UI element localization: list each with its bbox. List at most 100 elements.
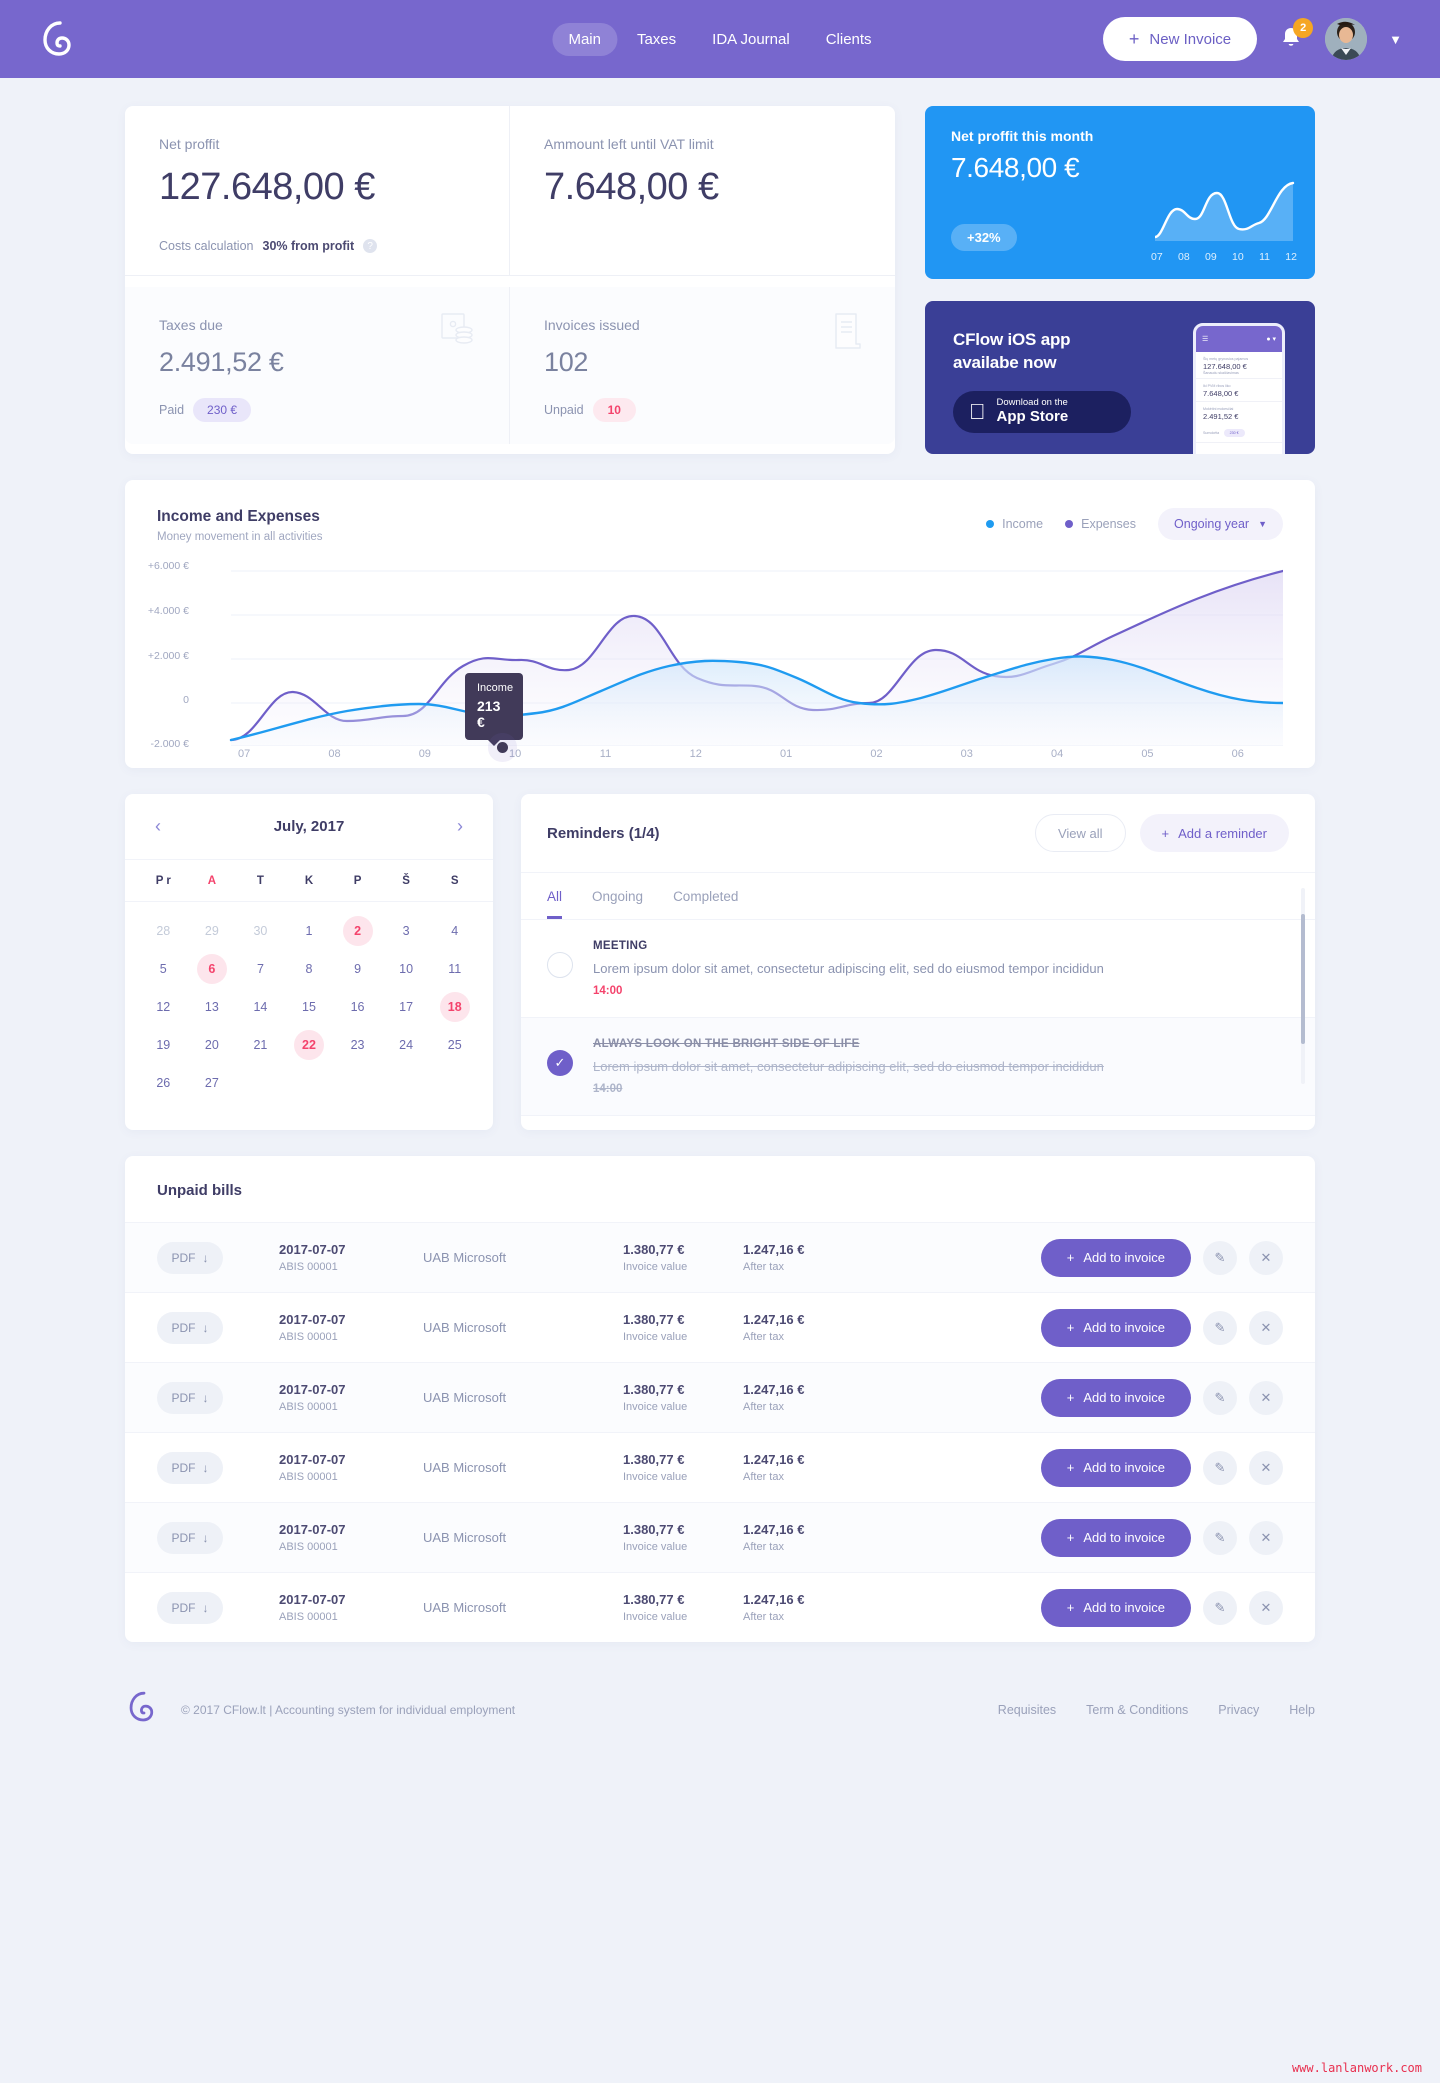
tab-all[interactable]: All — [547, 889, 563, 919]
calendar-day[interactable]: 13 — [204, 1000, 219, 1014]
pdf-download-button[interactable]: PDF ↓ — [157, 1241, 223, 1274]
calendar-prev-button[interactable]: ‹ — [155, 816, 161, 836]
add-to-invoice-button[interactable]: + Add to invoice — [1040, 1308, 1191, 1347]
calendar-day[interactable]: 10 — [399, 962, 414, 976]
chevron-down-icon[interactable]: ▼ — [1389, 31, 1402, 47]
reminder-item[interactable]: ✓ ALWAYS LOOK ON THE BRIGHT SIDE OF LIFE… — [521, 1018, 1315, 1116]
chart-active-point[interactable] — [497, 742, 508, 753]
calendar-day[interactable]: 2 — [333, 912, 382, 950]
table-row: PDF ↓ 2017-07-07 ABIS 00001 UAB Microsoft 1.3… — [125, 1502, 1315, 1572]
pdf-download-button[interactable]: PDF ↓ — [157, 1381, 223, 1414]
calendar-day[interactable]: 3 — [402, 924, 410, 938]
mini-axis-tick: 07 — [1151, 251, 1163, 263]
calendar-day[interactable]: 16 — [350, 1000, 365, 1014]
calendar-day[interactable]: 17 — [399, 1000, 414, 1014]
add-to-invoice-button[interactable]: + Add to invoice — [1040, 1378, 1191, 1417]
bill-reference: ABIS 00001 — [279, 1471, 338, 1483]
calendar-day[interactable]: 28 — [156, 924, 171, 938]
calendar-day[interactable]: 22 — [285, 1026, 334, 1064]
chart-x-axis: 07 08 09 10 11 12 01 02 03 04 05 06 — [199, 748, 1283, 760]
help-icon[interactable]: ? — [363, 239, 378, 253]
reminders-scrollbar-thumb[interactable] — [1301, 914, 1305, 1044]
close-icon[interactable]: ✕ — [1249, 1240, 1283, 1275]
calendar-day[interactable]: 21 — [253, 1038, 268, 1052]
phone-r1-sub: Šanaudu skaičiavimas — [1203, 371, 1239, 375]
pdf-download-button[interactable]: PDF ↓ — [157, 1311, 223, 1344]
close-icon[interactable]: ✕ — [1249, 1590, 1283, 1625]
calendar-day[interactable]: 12 — [156, 1000, 171, 1014]
new-invoice-button[interactable]: + New Invoice — [1102, 17, 1258, 61]
month-card-value: 7.648,00 € — [951, 152, 1080, 183]
close-icon[interactable]: ✕ — [1249, 1310, 1283, 1345]
nav-item-clients[interactable]: Clients — [810, 23, 888, 56]
calendar-day[interactable]: 18 — [430, 988, 479, 1026]
legend-item-expenses[interactable]: Expenses — [1065, 517, 1136, 531]
edit-icon[interactable]: ✎ — [1203, 1380, 1237, 1415]
calendar-day[interactable]: 1 — [305, 924, 313, 938]
nav-item-taxes[interactable]: Taxes — [621, 23, 692, 56]
close-icon[interactable]: ✕ — [1249, 1450, 1283, 1485]
app-store-button[interactable]:  Download on the App Store — [953, 390, 1131, 433]
calendar-day-marker: 6 — [196, 954, 227, 984]
nav-item-main[interactable]: Main — [552, 22, 617, 56]
footer-link-help[interactable]: Help — [1289, 1702, 1315, 1717]
edit-icon[interactable]: ✎ — [1203, 1450, 1237, 1485]
calendar-day[interactable]: 30 — [253, 924, 268, 938]
bill-reference: ABIS 00001 — [279, 1541, 338, 1553]
pdf-download-button[interactable]: PDF ↓ — [157, 1521, 223, 1554]
calendar-day[interactable]: 11 — [448, 962, 462, 976]
pdf-download-button[interactable]: PDF ↓ — [157, 1451, 223, 1484]
add-to-invoice-button[interactable]: + Add to invoice — [1040, 1518, 1191, 1557]
bill-actions: + Add to invoice ✎ ✕ — [1040, 1518, 1283, 1557]
calendar-day[interactable]: 5 — [159, 962, 167, 976]
close-icon[interactable]: ✕ — [1249, 1380, 1283, 1415]
add-to-invoice-button[interactable]: + Add to invoice — [1040, 1588, 1191, 1627]
edit-icon[interactable]: ✎ — [1203, 1240, 1237, 1275]
tab-completed[interactable]: Completed — [673, 889, 739, 904]
edit-icon[interactable]: ✎ — [1203, 1520, 1237, 1555]
calendar-day[interactable]: 7 — [256, 962, 264, 976]
chart-subtitle: Money movement in all activities — [157, 531, 323, 543]
avatar[interactable] — [1325, 18, 1368, 60]
footer-link-terms[interactable]: Term & Conditions — [1086, 1702, 1189, 1717]
calendar-day[interactable]: 14 — [253, 1000, 268, 1014]
reminder-checkbox-checked[interactable]: ✓ — [547, 1050, 573, 1076]
calendar-day[interactable]: 8 — [305, 962, 313, 976]
reminder-checkbox[interactable] — [547, 952, 573, 978]
calendar-day[interactable]: 23 — [350, 1038, 365, 1052]
footer-link-requisites[interactable]: Requisites — [997, 1702, 1057, 1717]
legend-item-income[interactable]: Income — [986, 517, 1043, 531]
edit-icon[interactable]: ✎ — [1203, 1590, 1237, 1625]
bill-aftertax: 1.247,16 € — [743, 1592, 805, 1607]
calendar-day[interactable]: 6 — [188, 950, 237, 988]
x-tick: 08 — [328, 748, 341, 760]
calendar-day[interactable]: 15 — [302, 1000, 316, 1014]
pdf-download-button[interactable]: PDF ↓ — [157, 1591, 223, 1624]
calendar-day[interactable]: 25 — [447, 1038, 462, 1052]
reminder-item[interactable]: MEETING Lorem ipsum dolor sit amet, cons… — [521, 920, 1315, 1018]
add-reminder-button[interactable]: + Add a reminder — [1139, 814, 1289, 852]
edit-icon[interactable]: ✎ — [1203, 1310, 1237, 1345]
plus-icon: + — [1066, 1530, 1075, 1545]
notifications-button[interactable]: 2 — [1279, 18, 1314, 53]
calendar-day[interactable]: 4 — [451, 924, 459, 938]
nav-item-ida-journal[interactable]: IDA Journal — [696, 23, 806, 56]
calendar-day[interactable]: 24 — [399, 1038, 414, 1052]
footer-link-privacy[interactable]: Privacy — [1218, 1702, 1260, 1717]
view-all-button[interactable]: View all — [1034, 814, 1126, 852]
calendar-day[interactable]: 19 — [156, 1038, 171, 1052]
calendar-day[interactable]: 20 — [204, 1038, 219, 1052]
y-tick: +6.000 € — [147, 560, 189, 572]
cflow-logo-icon[interactable] — [38, 15, 86, 63]
calendar-day[interactable]: 27 — [204, 1076, 219, 1090]
range-select[interactable]: Ongoing year ▼ — [1158, 508, 1283, 540]
close-icon[interactable]: ✕ — [1249, 1520, 1283, 1555]
add-to-invoice-button[interactable]: + Add to invoice — [1040, 1238, 1191, 1277]
add-to-invoice-button[interactable]: + Add to invoice — [1040, 1448, 1191, 1487]
calendar-day[interactable]: 26 — [156, 1076, 171, 1090]
calendar-next-button[interactable]: › — [456, 816, 463, 836]
tab-ongoing[interactable]: Ongoing — [592, 889, 644, 904]
calendar-day[interactable]: 9 — [354, 962, 362, 976]
footer-logo-icon[interactable] — [125, 1688, 163, 1731]
calendar-day[interactable]: 29 — [204, 924, 219, 938]
